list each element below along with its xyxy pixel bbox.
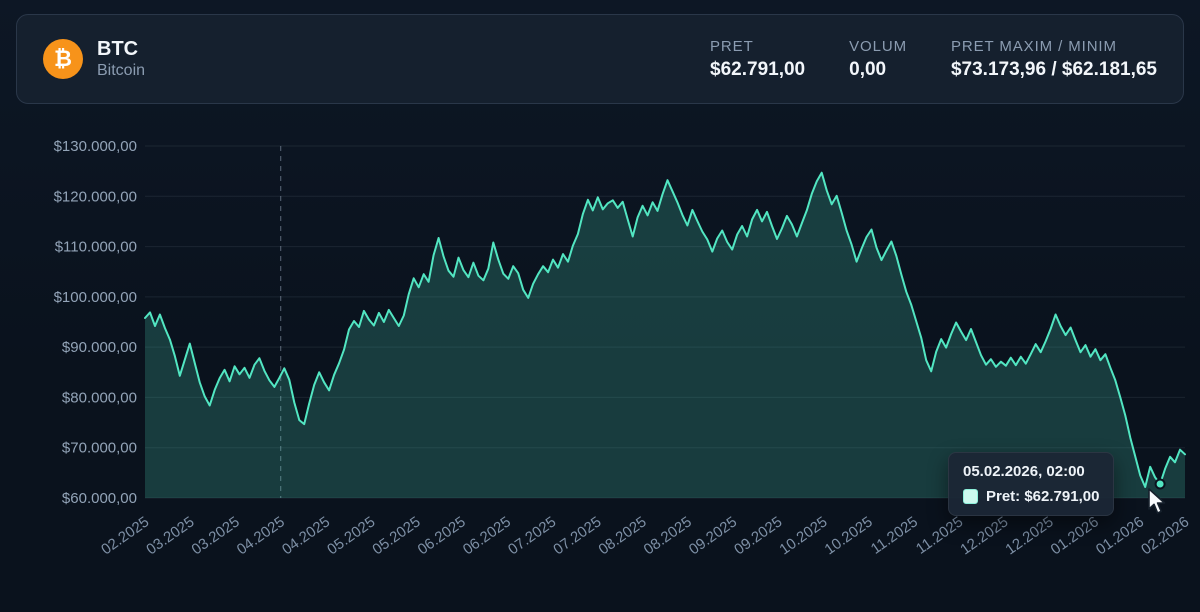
price-area <box>145 172 1185 498</box>
tooltip-price: Pret: $62.791,00 <box>986 488 1100 505</box>
highlight-dot <box>1154 478 1166 490</box>
x-tick-label: 05.2025 <box>369 513 423 558</box>
x-tick-label: 12.2025 <box>957 513 1011 558</box>
x-tick-label: 02.2025 <box>98 513 152 558</box>
x-tick-label: 11.2025 <box>913 513 966 557</box>
price-line <box>144 171 1186 488</box>
y-tick-label: $120.000,00 <box>54 188 137 205</box>
stat-volume: VOLUM 0,00 <box>849 38 907 81</box>
stat-max-min-value: $73.173,96 / $62.181,65 <box>950 58 1157 80</box>
asset-identity: ₿ BTC Bitcoin <box>43 37 145 81</box>
bitcoin-glyph: ₿ <box>54 46 72 71</box>
x-tick-label: 04.2025 <box>234 513 288 558</box>
x-tick-label: 09.2025 <box>731 513 785 558</box>
x-tick-label: 08.2025 <box>641 513 695 558</box>
x-tick-label: 10.2025 <box>776 513 830 558</box>
x-tick-label: 06.2025 <box>460 513 514 558</box>
tooltip-price-row: Pret: $62.791,00 <box>963 488 1099 505</box>
x-tick-label: 03.2025 <box>189 513 243 558</box>
asset-header: ₿ BTC Bitcoin PRET $62.791,00 VOLUM 0,00… <box>16 14 1184 104</box>
stat-max-min: PRET MAXIM / MINIM $73.173,96 / $62.181,… <box>951 38 1157 81</box>
x-tick-label: 09.2025 <box>686 513 740 558</box>
x-tick-label: 02.2026 <box>1138 513 1192 558</box>
x-tick-label: 01.2026 <box>1048 513 1102 558</box>
x-tick-label: 10.2025 <box>822 513 876 558</box>
asset-stats: PRET $62.791,00 VOLUM 0,00 PRET MAXIM / … <box>710 38 1157 81</box>
y-tick-label: $110.000,00 <box>55 239 137 256</box>
stat-volume-label: VOLUM <box>849 37 907 55</box>
stat-price: PRET $62.791,00 <box>710 38 805 81</box>
x-tick-label: 07.2025 <box>550 513 604 558</box>
stat-price-value: $62.791,00 <box>710 58 806 80</box>
x-tick-label: 04.2025 <box>279 513 333 558</box>
stat-max-min-label: PRET MAXIM / MINIM <box>950 37 1117 55</box>
asset-names: BTC Bitcoin <box>97 37 145 81</box>
x-tick-label: 03.2025 <box>143 513 197 558</box>
x-tick-label: 11.2025 <box>868 513 921 557</box>
stat-price-label: PRET <box>710 37 754 55</box>
x-tick-label: 05.2025 <box>324 513 378 558</box>
tooltip-date: 05.02.2026, 02:00 <box>963 463 1085 480</box>
asset-name: Bitcoin <box>97 62 146 79</box>
y-tick-label: $100.000,00 <box>54 289 137 306</box>
bitcoin-icon: ₿ <box>43 39 83 79</box>
y-tick-label: $80.000,00 <box>62 389 137 406</box>
y-tick-label: $70.000,00 <box>62 440 137 457</box>
series-swatch <box>963 489 978 504</box>
y-tick-label: $60.000,00 <box>62 490 137 507</box>
x-tick-label: 07.2025 <box>505 513 559 558</box>
y-tick-label: $130.000,00 <box>54 138 137 155</box>
asset-symbol: BTC <box>97 38 139 60</box>
x-tick-label: 08.2025 <box>596 513 650 558</box>
x-tick-label: 01.2026 <box>1093 513 1147 558</box>
x-tick-label: 12.2025 <box>1002 513 1056 558</box>
stat-volume-value: 0,00 <box>849 58 887 80</box>
y-tick-label: $90.000,00 <box>62 339 137 356</box>
price-chart[interactable]: $130.000,00 $120.000,00 $110.000,00 $100.00… <box>0 104 1200 612</box>
x-tick-label: 06.2025 <box>415 513 469 558</box>
chart-tooltip: 05.02.2026, 02:00 Pret: $62.791,00 <box>948 452 1115 516</box>
